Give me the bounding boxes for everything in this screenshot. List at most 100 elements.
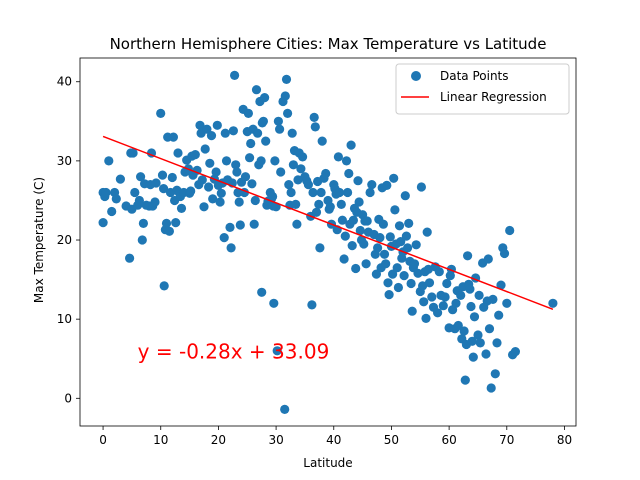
data-point [308, 187, 318, 198]
regression-line [102, 135, 554, 310]
data-point [469, 312, 480, 322]
y-tick-label: 0 [64, 391, 72, 405]
data-point [258, 116, 268, 126]
data-point [418, 281, 428, 291]
data-point [211, 167, 221, 177]
data-point [307, 300, 317, 310]
data-point [225, 222, 235, 232]
data-point [309, 112, 319, 122]
x-axis-label: Latitude [303, 456, 352, 470]
data-point [157, 170, 168, 180]
data-point [460, 375, 470, 385]
data-point [257, 287, 267, 297]
data-point [104, 156, 114, 166]
data-point [298, 152, 308, 162]
data-point [334, 187, 345, 198]
data-point [296, 164, 306, 174]
data-point [219, 233, 229, 243]
data-point [492, 338, 502, 348]
data-point [409, 259, 420, 269]
data-point [159, 184, 169, 194]
data-point [284, 180, 294, 190]
data-point [399, 271, 409, 281]
legend-marker-data-points [411, 71, 421, 81]
data-point [510, 347, 520, 357]
data-point [270, 156, 280, 166]
data-point [260, 93, 270, 103]
data-point [233, 187, 243, 198]
data-point [310, 122, 320, 132]
legend-label-data-points: Data Points [440, 69, 509, 83]
data-point [505, 225, 515, 236]
data-point [355, 225, 365, 236]
data-point [215, 197, 225, 207]
data-point [291, 199, 301, 209]
data-point [359, 239, 369, 249]
data-point [406, 278, 416, 289]
data-point [128, 148, 138, 158]
data-point [451, 298, 461, 308]
data-point [422, 227, 432, 237]
data-point [411, 240, 421, 250]
data-point [416, 182, 426, 192]
data-point [208, 194, 218, 204]
data-point [317, 136, 327, 146]
data-point [502, 298, 512, 308]
data-point [226, 243, 236, 253]
x-axis-ticks: 0 10 20 30 40 50 60 70 80 [99, 426, 572, 447]
data-point [465, 284, 475, 294]
x-tick-label: 10 [153, 433, 168, 447]
data-point [351, 263, 361, 274]
data-point [186, 186, 196, 196]
data-point [499, 248, 510, 259]
data-point [365, 187, 375, 198]
data-point [247, 179, 257, 189]
data-point [256, 156, 266, 166]
data-point [212, 120, 222, 130]
data-point [281, 74, 292, 84]
data-point [383, 278, 393, 288]
data-point [382, 180, 392, 190]
data-point [340, 231, 350, 241]
x-tick-label: 30 [268, 433, 283, 447]
data-point [494, 310, 504, 320]
data-point [315, 243, 325, 253]
data-point [159, 281, 169, 291]
data-point [367, 180, 377, 190]
data-point [292, 219, 302, 229]
data-point [136, 172, 146, 182]
data-point [206, 131, 217, 141]
data-point [111, 194, 121, 204]
data-point [348, 215, 358, 225]
data-point [421, 313, 431, 323]
x-tick-label: 70 [499, 433, 514, 447]
data-point [293, 175, 303, 185]
data-point [137, 235, 147, 245]
data-point [378, 219, 388, 229]
data-point [459, 326, 469, 336]
data-point [161, 218, 172, 228]
data-point [246, 138, 256, 149]
data-point [197, 175, 207, 185]
data-point [190, 150, 200, 160]
data-point [375, 233, 385, 243]
data-point [400, 191, 410, 201]
data-point [373, 243, 383, 253]
data-point [490, 369, 500, 379]
data-point [249, 219, 259, 229]
data-point [371, 269, 381, 279]
data-points [98, 70, 558, 414]
data-point [353, 176, 363, 186]
data-point [231, 160, 241, 170]
data-point [176, 203, 187, 213]
data-point [474, 290, 484, 300]
data-point [413, 268, 423, 278]
data-point [484, 324, 495, 334]
data-point [107, 206, 117, 217]
data-point [286, 187, 296, 198]
x-tick-label: 50 [384, 433, 399, 447]
data-point [288, 160, 298, 170]
data-point [316, 187, 326, 198]
